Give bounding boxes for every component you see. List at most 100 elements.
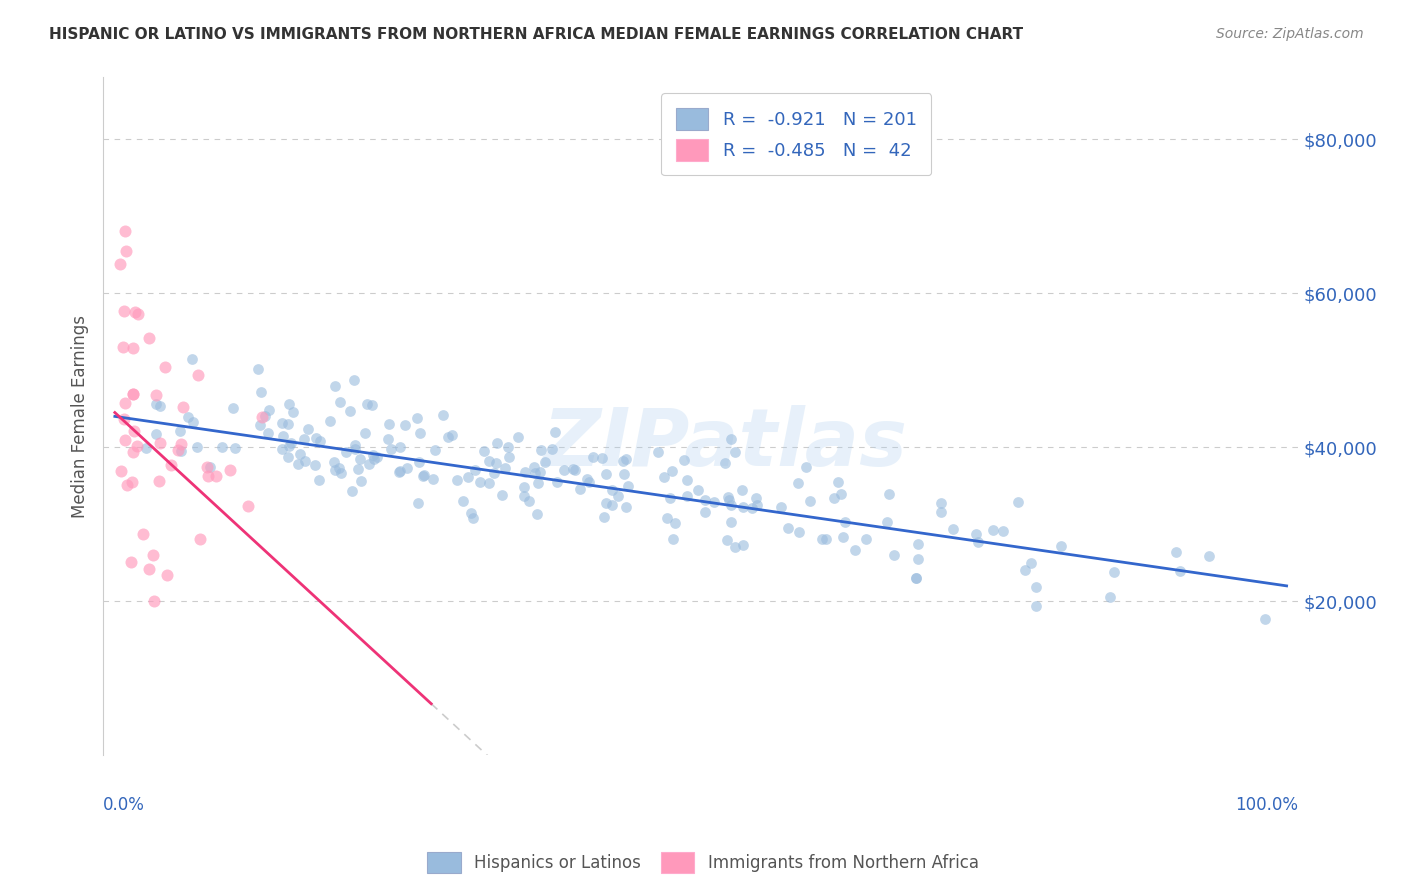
Point [967,535,990,549]
Point [506,430,529,444]
Point [695,505,717,519]
Point [257,425,280,440]
Point [658,491,681,505]
Point [122,424,145,438]
Point [135,441,157,455]
Point [304,431,326,445]
Point [1014,564,1036,578]
Point [432,409,454,423]
Point [249,417,271,432]
Point [423,442,446,457]
Point [460,506,482,520]
Point [436,430,458,444]
Point [1025,599,1047,613]
Point [647,445,669,459]
Point [561,462,583,476]
Point [277,417,299,431]
Point [929,505,952,519]
Point [672,453,695,467]
Point [720,516,742,530]
Point [827,475,849,489]
Point [329,394,352,409]
Point [167,442,190,457]
Point [323,455,346,469]
Point [114,395,136,409]
Point [905,571,928,585]
Point [277,450,299,464]
Point [613,467,636,482]
Point [246,362,269,376]
Point [346,461,368,475]
Point [464,462,486,476]
Point [652,470,675,484]
Point [389,440,412,454]
Point [723,445,745,459]
Point [675,489,697,503]
Text: ZIPatlas: ZIPatlas [543,404,907,483]
Point [907,552,929,566]
Point [1102,565,1125,579]
Point [270,417,292,431]
Point [929,496,952,510]
Point [172,400,194,414]
Point [361,448,384,462]
Point [412,468,434,483]
Point [110,464,132,478]
Point [304,458,326,472]
Point [794,459,817,474]
Point [343,373,366,387]
Point [553,463,575,477]
Point [657,511,679,525]
Point [188,532,211,546]
Y-axis label: Median Female Earnings: Median Female Earnings [72,315,89,518]
Point [142,549,165,563]
Point [121,475,143,489]
Point [224,441,246,455]
Point [844,542,866,557]
Point [745,491,768,506]
Point [366,450,388,464]
Point [149,436,172,450]
Point [527,476,550,491]
Point [478,454,501,468]
Point [717,493,740,508]
Point [713,456,735,470]
Point [323,463,346,477]
Point [250,384,273,399]
Point [441,428,464,442]
Point [156,568,179,582]
Point [787,476,810,491]
Point [614,500,637,515]
Point [965,527,987,541]
Point [281,405,304,419]
Point [724,540,747,554]
Point [1198,549,1220,563]
Point [693,492,716,507]
Point [388,464,411,478]
Point [335,445,357,459]
Point [799,494,821,508]
Point [197,469,219,483]
Point [614,451,637,466]
Point [169,424,191,438]
Point [661,464,683,478]
Point [602,483,624,498]
Point [319,414,342,428]
Point [294,454,316,468]
Point [569,482,592,496]
Point [1164,545,1187,559]
Point [1098,590,1121,604]
Point [149,400,172,414]
Point [186,440,208,454]
Point [1168,564,1191,578]
Point [339,404,361,418]
Point [595,496,617,510]
Point [524,466,547,480]
Point [564,463,586,477]
Point [170,436,193,450]
Point [378,417,401,431]
Point [591,451,613,466]
Point [124,304,146,318]
Point [408,455,430,469]
Point [211,440,233,454]
